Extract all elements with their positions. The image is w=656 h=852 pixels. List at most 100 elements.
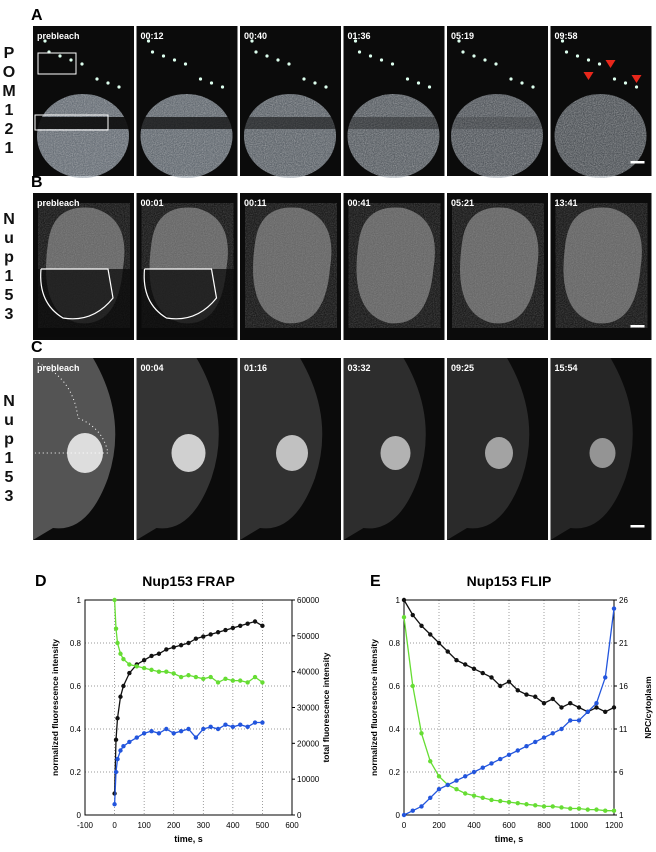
nucleus xyxy=(589,438,616,468)
bleach-band xyxy=(35,117,132,129)
pore-dot xyxy=(58,54,62,58)
timestamp: 09:25 xyxy=(451,363,474,373)
y2-tick-label: 16 xyxy=(619,682,628,691)
bleached-half xyxy=(138,269,236,337)
nucleus xyxy=(380,436,411,470)
pore-dot xyxy=(575,54,580,58)
data-point xyxy=(603,675,608,680)
data-point xyxy=(410,683,415,689)
x-tick-label: 1000 xyxy=(570,821,588,830)
data-point xyxy=(515,748,520,753)
nucleus-texture xyxy=(451,94,543,178)
data-point xyxy=(463,791,468,796)
data-point xyxy=(141,731,147,736)
pore-dot xyxy=(276,58,280,62)
arrowhead xyxy=(605,60,616,68)
nucleus xyxy=(485,437,513,469)
pore-dot xyxy=(379,58,384,62)
pore-dot xyxy=(302,77,306,81)
data-point xyxy=(603,808,608,813)
data-point xyxy=(489,675,494,680)
timestamp: 05:19 xyxy=(451,31,474,41)
data-point xyxy=(550,804,555,809)
data-point xyxy=(252,720,258,725)
data-point xyxy=(118,748,123,753)
row-label: Nup153 xyxy=(3,393,15,505)
roi-outline xyxy=(40,268,114,320)
x-tick-label: 400 xyxy=(467,821,481,830)
bleach-band xyxy=(345,117,443,129)
pore-dot xyxy=(146,39,151,43)
y-tick-label: 0.8 xyxy=(70,639,82,648)
data-point xyxy=(156,731,162,736)
data-line xyxy=(403,599,615,713)
data-point xyxy=(149,653,154,659)
data-point xyxy=(428,759,433,764)
data-point xyxy=(193,674,199,680)
pore-dot xyxy=(324,85,328,89)
data-point xyxy=(230,724,236,730)
data-point xyxy=(121,744,126,749)
data-point xyxy=(401,812,407,818)
timestamp: 03:32 xyxy=(348,363,371,373)
pore-dot xyxy=(509,77,513,81)
y-tick-label: 0.2 xyxy=(70,768,82,777)
data-point xyxy=(445,782,450,788)
data-point xyxy=(178,642,184,648)
data-point xyxy=(506,679,512,684)
data-point xyxy=(201,634,206,639)
data-point xyxy=(208,674,213,680)
y2-tick-label: 0 xyxy=(297,811,302,820)
pore-dot xyxy=(427,85,432,89)
data-point xyxy=(215,726,221,732)
data-point xyxy=(401,597,407,603)
nucleus xyxy=(67,433,103,473)
data-point xyxy=(112,597,117,603)
timestamp: prebleach xyxy=(37,363,80,373)
data-point xyxy=(260,680,265,685)
data-point xyxy=(127,670,132,676)
timestamp: 00:41 xyxy=(348,198,371,208)
data-point xyxy=(611,705,617,710)
data-point xyxy=(149,728,154,734)
data-point xyxy=(471,666,477,671)
pore-dot xyxy=(183,62,188,66)
bleach-band xyxy=(553,117,650,129)
data-point xyxy=(489,797,494,803)
data-point xyxy=(238,623,243,628)
timestamp: 09:58 xyxy=(555,31,578,41)
data-point xyxy=(454,787,459,792)
y-tick-label: 0.8 xyxy=(389,639,401,648)
data-point xyxy=(245,621,250,626)
roi-outline xyxy=(143,268,218,320)
y2-tick-label: 11 xyxy=(619,725,628,734)
roi-box xyxy=(34,114,109,131)
arrowhead xyxy=(631,75,642,83)
nucleus-texture xyxy=(347,94,440,178)
data-point xyxy=(436,787,442,792)
timestamp: 13:41 xyxy=(555,198,578,208)
pore-dot xyxy=(250,39,254,43)
panel-letter: C xyxy=(31,339,43,356)
data-point xyxy=(533,739,538,745)
x-tick-label: 600 xyxy=(502,821,516,830)
nucleus-texture xyxy=(555,203,648,328)
data-point xyxy=(594,705,599,710)
nucleus xyxy=(171,434,206,472)
data-point xyxy=(193,735,199,740)
scale-bar xyxy=(630,525,645,528)
data-point xyxy=(230,625,236,631)
data-point xyxy=(498,756,503,762)
data-point xyxy=(480,765,485,770)
x-axis-label: time, s xyxy=(174,834,203,844)
data-point xyxy=(121,683,126,689)
data-point xyxy=(541,735,547,740)
bleach-band xyxy=(138,117,236,129)
data-point xyxy=(171,731,176,736)
data-point xyxy=(193,636,199,641)
timestamp: 01:36 xyxy=(348,31,371,41)
pore-dot xyxy=(150,50,155,54)
nucleus-texture xyxy=(140,94,233,178)
pore-dot xyxy=(357,50,362,54)
data-point xyxy=(419,623,424,628)
